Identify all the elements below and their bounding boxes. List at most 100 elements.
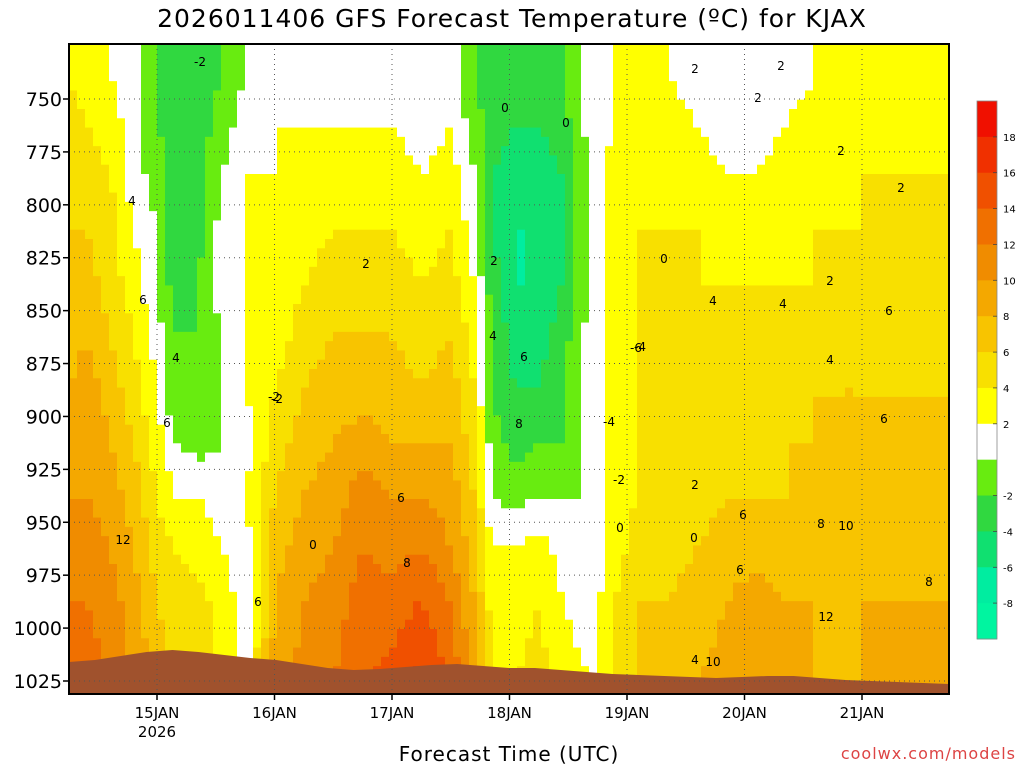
heat-cell [157, 508, 166, 519]
heat-cell [549, 109, 558, 119]
heat-cell [93, 174, 102, 184]
heat-cell [77, 480, 86, 491]
heat-cell [309, 62, 318, 73]
heat-cell [493, 591, 502, 602]
heat-cell [197, 155, 206, 166]
heat-cell [437, 406, 446, 417]
heat-cell [301, 62, 310, 73]
heat-cell [517, 480, 526, 491]
heat-cell [325, 638, 334, 649]
heat-cell [261, 369, 270, 379]
heat-cell [197, 201, 206, 212]
heat-cell [285, 99, 294, 110]
heat-cell [269, 647, 278, 658]
heat-cell [389, 71, 398, 82]
heat-cell [181, 406, 190, 417]
heat-cell [573, 582, 582, 593]
heat-cell [549, 452, 558, 463]
heat-cell [237, 499, 246, 509]
heat-cell [69, 220, 78, 231]
heat-cell [221, 396, 230, 407]
heat-cell [165, 341, 174, 352]
heat-cell [93, 239, 102, 249]
heat-cell [245, 118, 254, 129]
heat-cell [213, 434, 222, 444]
heat-cell [381, 201, 390, 212]
heat-cell [453, 415, 462, 426]
heat-cell [469, 322, 478, 333]
heat-cell [437, 294, 446, 305]
heat-cell [501, 294, 510, 305]
heat-cell [269, 536, 278, 547]
heat-cell [437, 396, 446, 407]
heat-cell [437, 53, 446, 64]
heat-cell [509, 220, 518, 231]
heat-cell [181, 174, 190, 184]
heat-cell [381, 304, 390, 314]
heat-cell [277, 229, 286, 240]
heat-cell [205, 378, 214, 389]
heat-cell [197, 229, 206, 240]
heat-cell [301, 471, 310, 482]
heat-cell [517, 443, 526, 454]
heat-cell [621, 331, 630, 342]
heat-cell [245, 155, 254, 166]
heat-cell [493, 146, 502, 157]
heat-cell [621, 146, 630, 157]
heat-cell [421, 146, 430, 157]
heat-cell [565, 434, 574, 444]
heat-cell [397, 266, 406, 277]
heat-cell [541, 239, 550, 249]
heat-cell [269, 229, 278, 240]
heat-cell [285, 257, 294, 268]
heat-cell [269, 415, 278, 426]
heat-cell [557, 322, 566, 333]
heat-cell [317, 536, 326, 547]
heat-cell [157, 489, 166, 500]
heat-cell [565, 90, 574, 101]
heat-cell [333, 647, 342, 658]
heat-cell [317, 155, 326, 166]
heat-cell [413, 90, 422, 101]
heat-cell [309, 564, 318, 574]
heat-cell [413, 276, 422, 287]
heat-cell [373, 647, 382, 658]
heat-cell [381, 248, 390, 259]
heat-cell [541, 276, 550, 287]
heat-cell [109, 545, 118, 556]
heat-cell [221, 461, 230, 472]
heat-cell [349, 517, 358, 528]
heat-cell [373, 155, 382, 166]
heat-cell [605, 331, 614, 342]
heat-cell [349, 656, 358, 667]
heat-cell [501, 434, 510, 444]
heat-cell [525, 146, 534, 157]
heat-cell [469, 109, 478, 119]
heat-cell [165, 415, 174, 426]
heat-cell [485, 601, 494, 612]
heat-cell [373, 536, 382, 547]
heat-cell [397, 452, 406, 463]
heat-cell [621, 638, 630, 649]
heat-cell [421, 461, 430, 472]
heat-cell [565, 109, 574, 119]
heat-cell [509, 81, 518, 92]
heat-cell [125, 378, 134, 389]
heat-cell [309, 396, 318, 407]
heat-cell [477, 424, 486, 435]
heat-cell [357, 313, 366, 324]
heat-cell [597, 582, 606, 593]
heat-cell [317, 387, 326, 398]
heat-cell [69, 266, 78, 277]
heat-cell [237, 313, 246, 324]
heat-cell [525, 369, 534, 379]
heat-cell [277, 81, 286, 92]
heat-cell [141, 471, 150, 482]
heat-cell [301, 638, 310, 649]
heat-cell [477, 517, 486, 528]
heat-cell [133, 239, 142, 249]
heat-cell [269, 554, 278, 565]
heat-cell [149, 90, 158, 101]
heat-cell [357, 183, 366, 194]
